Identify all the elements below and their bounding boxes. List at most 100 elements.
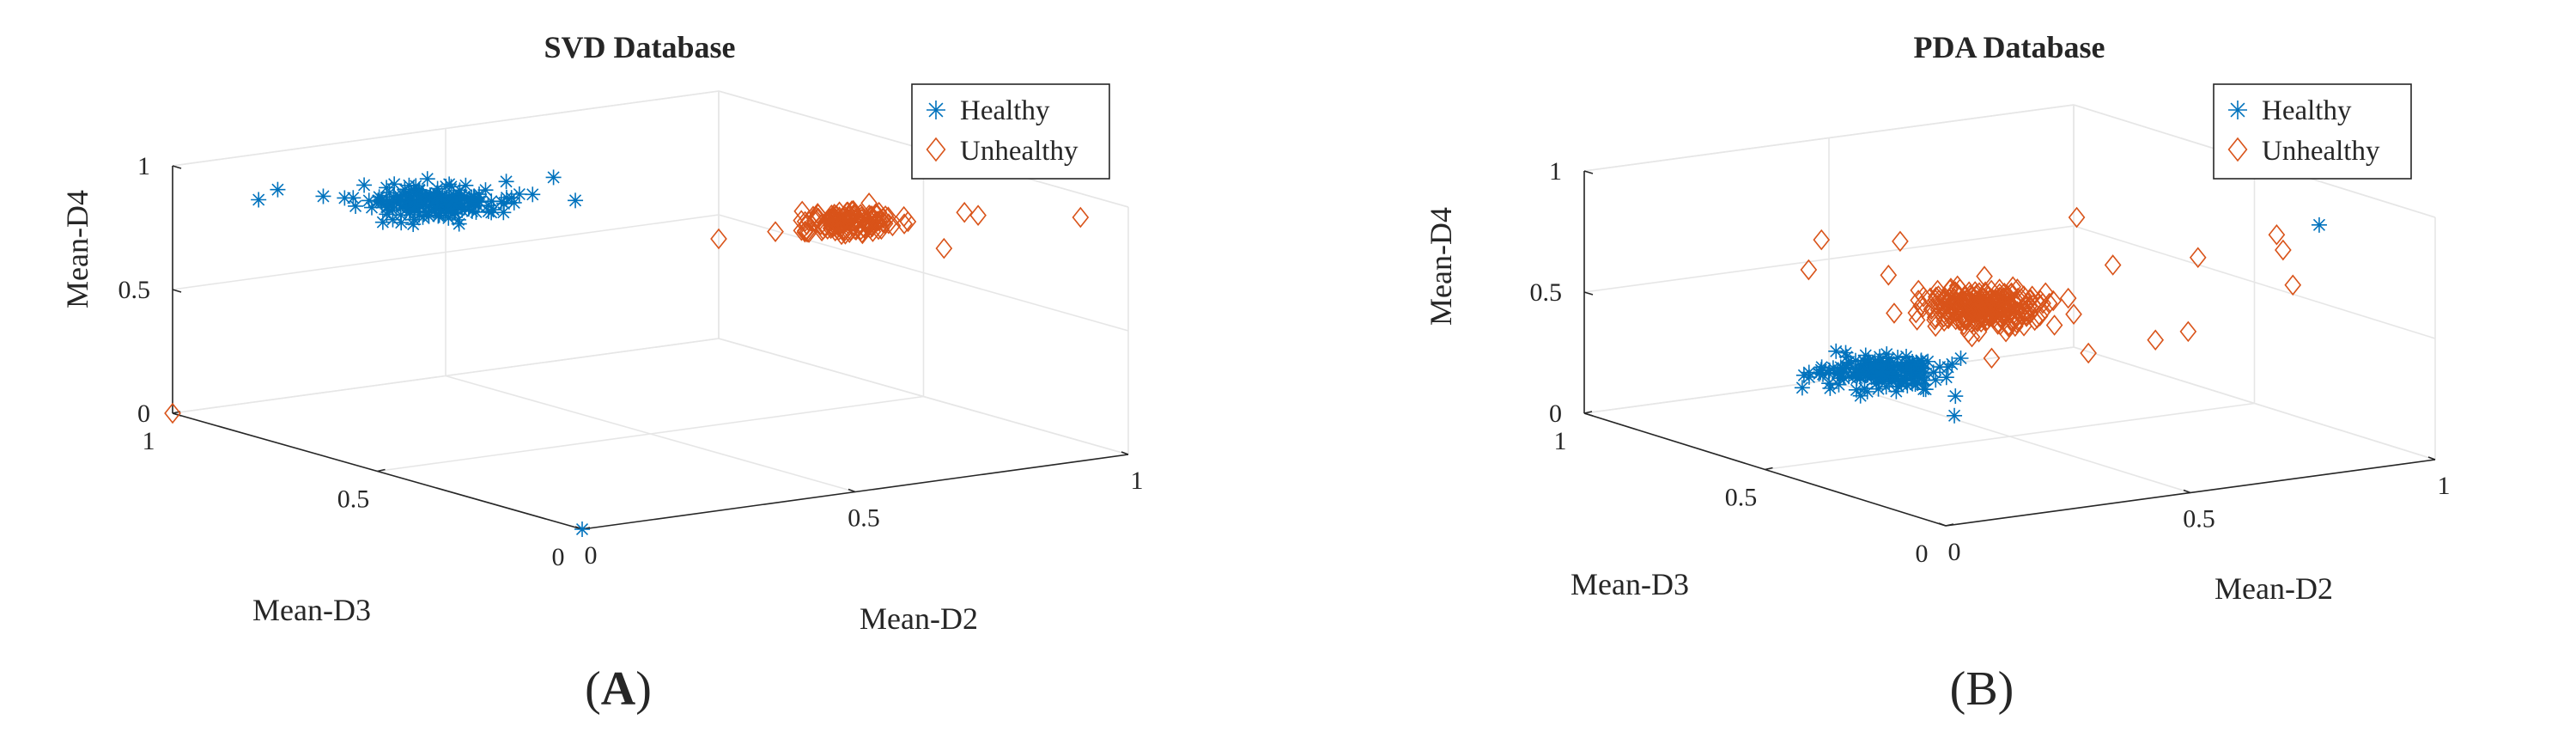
unhealthy-outlier-point	[1800, 259, 1818, 281]
unhealthy-outlier-point	[2284, 274, 2302, 296]
healthy-point	[1940, 359, 1956, 375]
unhealthy-outlier-point	[1983, 347, 2001, 369]
healthy-point	[477, 182, 494, 198]
healthy-point	[1829, 366, 1845, 382]
healthy-point	[315, 188, 331, 204]
z-axis-label: Mean-D4	[1424, 207, 1458, 326]
unhealthy-point	[1990, 290, 2007, 312]
z-tick-mark	[172, 165, 182, 169]
healthy-point	[1881, 374, 1898, 390]
x-tick-mark	[1938, 522, 1947, 527]
z-tick-mark	[1583, 170, 1594, 174]
legend: Healthy Unhealthy	[911, 83, 1110, 180]
unhealthy-point	[2065, 303, 2082, 326]
unhealthy-point	[2007, 315, 2024, 338]
y-tick-label: 0.5	[337, 485, 370, 514]
chart-title: SVD Database	[544, 30, 735, 64]
y-tick-label: 0	[1916, 540, 1929, 568]
unhealthy-point	[812, 214, 829, 235]
healthy-point	[498, 174, 514, 190]
unhealthy-point	[1945, 296, 1962, 318]
legend-marker-unhealthy-glyph	[926, 137, 946, 162]
legend-marker-healthy	[927, 101, 945, 119]
gridline	[2073, 346, 2436, 460]
unhealthy-point	[1963, 326, 1981, 348]
healthy-point	[1913, 353, 1929, 369]
gridline	[1583, 225, 2075, 293]
y-tick-label: 0.5	[1725, 484, 1758, 512]
healthy-outlier-point	[270, 181, 286, 198]
unhealthy-point	[805, 210, 823, 231]
healthy-outlier-point	[1953, 351, 1969, 366]
legend-label-unhealthy: Unhealthy	[2262, 136, 2380, 167]
z-tick-mark	[172, 412, 182, 417]
unhealthy-point	[879, 206, 897, 228]
x-tick-label: 1	[1131, 467, 1144, 495]
legend-box	[2213, 83, 2412, 180]
unhealthy-point	[884, 215, 902, 237]
unhealthy-point	[870, 201, 888, 223]
healthy-outlier-point	[337, 190, 353, 206]
unhealthy-point	[833, 223, 850, 246]
unhealthy-outlier-point	[164, 402, 181, 424]
unhealthy-point	[2001, 296, 2019, 319]
panel-a-axes	[172, 165, 1129, 530]
x-tick-mark	[1121, 451, 1129, 455]
unhealthy-point	[1927, 315, 1944, 338]
healthy-point	[379, 199, 395, 216]
gridline	[377, 395, 924, 473]
unhealthy-point	[854, 222, 871, 244]
legend-marker-unhealthy	[926, 137, 946, 162]
unhealthy-point	[841, 222, 859, 244]
unhealthy-point	[1908, 309, 1926, 331]
unhealthy-outlier-point	[2268, 223, 2286, 246]
x-axis-label: Mean-D2	[860, 601, 978, 636]
unhealthy-point	[823, 204, 841, 226]
unhealthy-point	[2026, 296, 2044, 318]
healthy-outlier-point	[2311, 217, 2327, 233]
box-edge	[1583, 104, 2075, 172]
healthy-point	[411, 181, 428, 198]
unhealthy-outlier-point	[1880, 265, 1898, 286]
healthy-point	[1944, 356, 1960, 372]
unhealthy-outlier-point	[2147, 329, 2165, 351]
healthy-outlier-point	[574, 521, 590, 537]
legend-label-unhealthy: Unhealthy	[960, 136, 1078, 167]
unhealthy-point	[1958, 308, 1976, 330]
unhealthy-point	[1978, 297, 1996, 319]
healthy-point	[422, 187, 438, 204]
gridline	[718, 214, 1129, 332]
legend-marker-unhealthy-glyph	[2227, 137, 2248, 162]
legend-box	[911, 83, 1110, 180]
healthy-point	[445, 194, 461, 210]
unhealthy-point	[807, 206, 825, 228]
y-tick-label: 1	[143, 427, 155, 455]
healthy-point	[1850, 365, 1867, 381]
y-axis-label: Mean-D3	[252, 593, 371, 627]
x-tick-label: 0	[1948, 538, 1961, 566]
healthy-point	[1898, 354, 1914, 370]
healthy-point	[1917, 381, 1934, 398]
x-tick-label: 0.5	[848, 504, 880, 533]
unhealthy-point	[1886, 302, 1903, 324]
z-tick-label: 0	[1549, 399, 1562, 428]
unhealthy-point	[896, 213, 913, 235]
gridline	[172, 338, 720, 414]
healthy-point	[379, 180, 395, 196]
unhealthy-outlier-point	[2275, 239, 2292, 261]
unhealthy-outlier-point	[956, 201, 974, 223]
unhealthy-point	[1976, 297, 1994, 320]
unhealthy-point	[841, 204, 859, 227]
unhealthy-point	[767, 221, 784, 242]
healthy-point	[483, 204, 500, 221]
healthy-point	[421, 208, 437, 224]
unhealthy-point	[1989, 314, 2007, 335]
unhealthy-point	[2021, 288, 2039, 310]
healthy-point	[393, 190, 410, 206]
z-tick-mark	[172, 289, 182, 293]
panel-label-b: (B)	[1950, 662, 2014, 716]
unhealthy-point	[1969, 311, 1986, 333]
healthy-point	[1838, 349, 1855, 365]
unhealthy-outlier-point	[2080, 342, 2097, 364]
unhealthy-outlier-point	[2189, 247, 2207, 269]
